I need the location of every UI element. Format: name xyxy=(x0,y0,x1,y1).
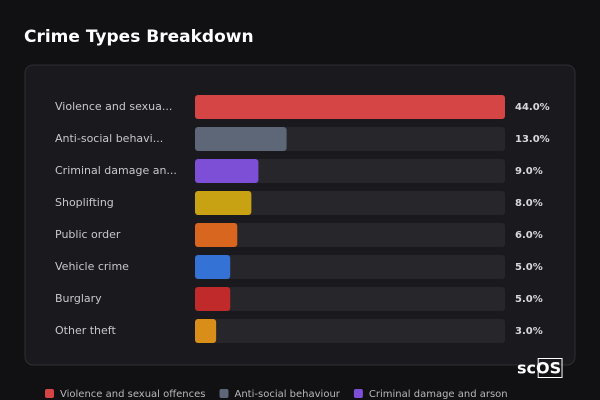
bar xyxy=(195,319,217,343)
bar-track xyxy=(195,191,505,215)
category-label: Other theft xyxy=(55,324,116,337)
category-label: Anti-social behavi... xyxy=(55,132,163,145)
bar-track xyxy=(195,287,505,311)
value-label: 5.0% xyxy=(515,262,543,273)
category-label: Vehicle crime xyxy=(55,260,129,273)
watermark-box xyxy=(537,358,563,378)
bar xyxy=(195,95,505,119)
bar-track xyxy=(195,319,505,343)
legend-swatch xyxy=(45,389,54,398)
value-label: 3.0% xyxy=(515,326,543,337)
category-label: Shoplifting xyxy=(55,196,114,209)
bar xyxy=(195,223,238,247)
bar xyxy=(195,255,231,279)
legend-swatch xyxy=(219,389,229,398)
chart-title: Crime Types Breakdown xyxy=(24,27,254,47)
bar xyxy=(195,191,252,215)
legend-label: Violence and sexual offences xyxy=(60,389,206,400)
category-label: Criminal damage an... xyxy=(55,164,177,177)
legend-swatch xyxy=(353,389,363,398)
legend-label: Anti-social behaviour xyxy=(235,389,341,400)
bar-track xyxy=(195,159,505,183)
value-label: 9.0% xyxy=(515,166,543,177)
value-label: 5.0% xyxy=(515,294,543,305)
bar xyxy=(195,127,287,151)
category-label: Violence and sexua... xyxy=(55,100,172,113)
bar xyxy=(195,159,259,183)
value-label: 6.0% xyxy=(515,230,543,241)
legend-label: Criminal damage and arson xyxy=(369,389,508,400)
value-label: 13.0% xyxy=(515,134,550,145)
bar-track xyxy=(195,223,505,247)
value-label: 8.0% xyxy=(515,198,543,209)
value-label: 44.0% xyxy=(515,102,550,113)
bar xyxy=(195,287,231,311)
bar-track xyxy=(195,255,505,279)
watermark: scOS xyxy=(517,359,561,378)
category-label: Burglary xyxy=(55,292,102,305)
category-label: Public order xyxy=(55,228,121,241)
